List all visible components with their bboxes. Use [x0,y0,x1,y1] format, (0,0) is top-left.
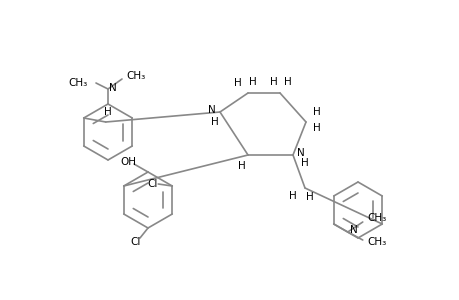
Text: CH₃: CH₃ [68,78,88,88]
Text: H: H [238,161,246,171]
Text: CH₃: CH₃ [367,213,386,223]
Text: H: H [211,117,218,127]
Text: Cl: Cl [147,179,157,189]
Text: N: N [297,148,304,158]
Text: H: H [289,191,296,201]
Text: N: N [109,83,117,93]
Text: Cl: Cl [130,237,141,247]
Text: CH₃: CH₃ [126,71,145,81]
Text: H: H [234,78,241,88]
Text: H: H [269,77,277,87]
Text: N: N [207,105,215,115]
Text: H: H [301,158,308,168]
Text: H: H [313,107,320,117]
Text: CH₃: CH₃ [367,237,386,247]
Text: H: H [249,77,256,87]
Text: N: N [349,225,357,235]
Text: H: H [313,123,320,133]
Text: H: H [104,107,112,117]
Text: H: H [284,77,291,87]
Text: H: H [305,192,313,202]
Text: OH: OH [120,157,136,167]
